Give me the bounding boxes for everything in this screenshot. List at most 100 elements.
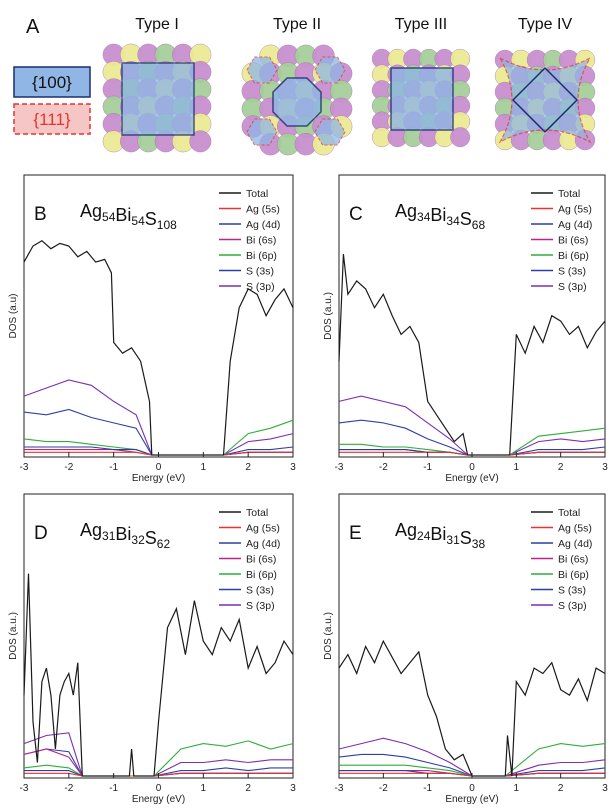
series-s3p <box>338 395 606 456</box>
x-tick-label: 0 <box>156 783 162 794</box>
element-symbol: S <box>145 209 157 229</box>
legend-label: Bi (6s) <box>246 554 276 566</box>
x-tick-label: 0 <box>469 783 475 794</box>
element-symbol: S <box>145 528 157 548</box>
element-symbol: Ag <box>80 201 102 221</box>
legend-label: Bi (6p) <box>246 250 277 262</box>
x-axis-label: Energy (eV) <box>445 473 498 484</box>
element-symbol: Bi <box>115 524 131 544</box>
formula-label: Ag34Bi34S68 <box>395 201 485 232</box>
element-symbol: Ag <box>395 201 417 221</box>
x-tick-label: 1 <box>514 783 520 794</box>
facet-111-label: {111} <box>33 110 71 129</box>
series-s3p <box>23 379 294 456</box>
legend-label: Bi (6p) <box>246 569 277 581</box>
legend-label: S (3s) <box>558 266 586 278</box>
type-ii-label: Type II <box>273 16 321 33</box>
x-axis-label: Energy (eV) <box>132 473 185 484</box>
series-ag5s <box>24 772 293 777</box>
facet-100-label: {100} <box>32 73 72 92</box>
legend-label: Bi (6s) <box>558 554 588 566</box>
x-tick-label: -1 <box>109 783 118 794</box>
series-ag5s <box>24 451 293 456</box>
legend-label: S (3p) <box>246 281 275 293</box>
y-axis-label: DOS (a.u) <box>8 293 19 338</box>
element-symbol: Bi <box>115 205 131 225</box>
formula-label: Ag24Bi31S38 <box>395 520 485 551</box>
series-s3s <box>338 419 606 456</box>
series-bi6p <box>339 743 606 777</box>
y-axis-label: DOS (a.u.) <box>323 292 334 340</box>
type-iii-100-facet <box>390 67 454 131</box>
element-symbol: Ag <box>395 520 417 540</box>
x-tick-label: -1 <box>423 462 432 473</box>
x-axis-label: Energy (eV) <box>132 794 185 805</box>
subscript: 68 <box>472 218 486 232</box>
x-tick-label: -2 <box>379 783 388 794</box>
x-tick-label: 3 <box>602 783 608 794</box>
type-iv-label: Type IV <box>518 16 573 33</box>
type-iii-label: Type III <box>395 16 447 33</box>
subscript: 54 <box>102 210 116 224</box>
facet-100-swatch <box>13 66 91 98</box>
series-ag5s <box>339 772 605 777</box>
series-s3s <box>23 748 293 777</box>
legend-label: S (3s) <box>558 585 586 597</box>
type-ii-100-facet <box>272 77 322 127</box>
x-tick-label: -1 <box>109 462 118 473</box>
y-axis-label: DOS (a.u.) <box>8 612 19 660</box>
legend-label: Total <box>558 188 580 200</box>
x-tick-label: -2 <box>64 462 73 473</box>
facet-111-swatch <box>13 103 91 135</box>
legend-label: Total <box>558 507 580 519</box>
subscript: 31 <box>102 529 116 543</box>
x-tick-label: -2 <box>379 462 388 473</box>
panel-a-letter: A <box>26 16 40 38</box>
element-symbol: S <box>460 528 472 548</box>
x-tick-label: -3 <box>20 783 29 794</box>
subscript: 34 <box>417 210 431 224</box>
legend-label: Ag (5s) <box>558 523 592 535</box>
subscript: 38 <box>472 537 486 551</box>
x-axis-label: Energy (eV) <box>445 794 498 805</box>
legend-label: Ag (5s) <box>246 523 280 535</box>
subscript: 24 <box>417 529 431 543</box>
legend-label: Total <box>246 188 268 200</box>
type-ii-111-facet <box>246 56 278 84</box>
type-ii-111-facet <box>314 118 346 146</box>
x-tick-label: 1 <box>201 783 207 794</box>
subscript: 54 <box>131 214 145 228</box>
element-symbol: Ag <box>80 520 102 540</box>
subscript: 32 <box>131 533 145 547</box>
x-tick-label: 1 <box>514 462 520 473</box>
legend-label: Ag (4d) <box>558 219 592 231</box>
legend-label: Ag (4d) <box>246 219 280 231</box>
legend-label: S (3s) <box>246 266 274 278</box>
series-s3p <box>23 732 293 777</box>
element-symbol: Bi <box>430 205 446 225</box>
legend-label: S (3p) <box>246 600 275 612</box>
x-tick-label: -3 <box>335 783 344 794</box>
type-ii-111-facet <box>246 118 278 146</box>
legend-label: Bi (6s) <box>558 235 588 247</box>
subscript: 34 <box>446 214 460 228</box>
panel-letter: E <box>349 523 362 544</box>
series-total <box>338 639 606 777</box>
legend-label: Bi (6p) <box>558 569 589 581</box>
series-ag5s <box>339 451 605 456</box>
formula-label: Ag54Bi54S108 <box>80 201 177 232</box>
plot-frame <box>23 493 294 779</box>
series-s3s <box>23 408 294 456</box>
legend-label: S (3p) <box>558 600 587 612</box>
x-tick-label: 0 <box>156 462 162 473</box>
x-tick-label: -2 <box>64 783 73 794</box>
plot-frame <box>338 174 606 458</box>
series-total <box>23 573 294 777</box>
legend-label: Ag (5s) <box>246 204 280 216</box>
dos-panel-e: -3 -2 -1 0 1 2 3 Energy (eV) DOS (a.u.) E Ag24Bi31… <box>323 493 608 805</box>
legend-label: Total <box>246 507 268 519</box>
series-s3s <box>338 753 606 777</box>
x-tick-label: 2 <box>245 783 251 794</box>
type-ii-111-facet <box>314 56 346 84</box>
